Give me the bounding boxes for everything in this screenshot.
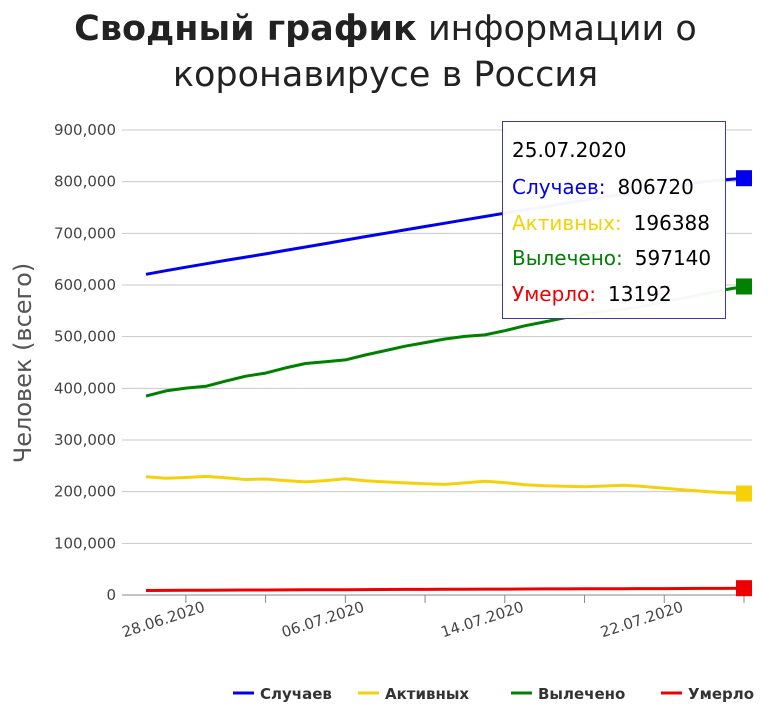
series-marker-1[interactable] xyxy=(736,485,752,502)
tooltip-label-recovered: Вылечено: xyxy=(512,246,623,270)
y-axis-ticks: 0 100,000 200,000 300,000 400,000 500,000 600,… xyxy=(54,121,116,604)
legend-item-1[interactable]: Активных xyxy=(358,685,469,703)
legend-item-2[interactable]: Вылечено xyxy=(511,685,625,703)
x-axis: 28.06.2020 06.07.2020 14.07.2020 22.07.2020 xyxy=(120,595,745,642)
y-tick-label: 500,000 xyxy=(54,328,116,346)
tooltip-date: 25.07.2020 xyxy=(512,138,627,162)
x-tick-label: 28.06.2020 xyxy=(120,598,207,642)
tooltip-value-recovered: 597140 xyxy=(634,246,712,270)
y-axis-label: Человек (всего) xyxy=(9,263,37,463)
tooltip-row-recovered: Вылечено: 597140 xyxy=(512,246,711,270)
chart-title-bold: Сводный график xyxy=(74,9,417,49)
series-marker-3[interactable] xyxy=(736,580,752,597)
legend-item-3[interactable]: Умерло xyxy=(661,685,754,703)
tooltip-value-cases: 806720 xyxy=(617,175,694,199)
y-tick-label: 200,000 xyxy=(54,483,116,501)
y-tick-label: 300,000 xyxy=(54,431,116,449)
legend[interactable]: Случаев Активных Вылечено Умерло xyxy=(233,685,754,703)
y-tick-label: 900,000 xyxy=(54,121,116,139)
tooltip-label-active: Активных: xyxy=(512,211,622,235)
legend-label: Вылечено xyxy=(538,685,625,703)
tooltip-value-deaths: 13192 xyxy=(608,282,672,306)
tooltip-label-deaths: Умерло: xyxy=(512,282,597,306)
x-tick-label: 06.07.2020 xyxy=(279,598,366,642)
grid-lines xyxy=(122,129,752,596)
x-tick-label: 14.07.2020 xyxy=(439,598,526,642)
y-tick-label: 100,000 xyxy=(54,534,116,552)
y-tick-label: 400,000 xyxy=(54,379,116,397)
series-line-1 xyxy=(145,474,745,495)
x-tick-label: 22.07.2020 xyxy=(598,598,685,642)
legend-label: Активных xyxy=(385,685,469,703)
tooltip-label-cases: Случаев: xyxy=(512,175,606,199)
y-tick-label: 800,000 xyxy=(54,173,116,191)
series-line-3 xyxy=(145,586,745,592)
y-tick-label: 0 xyxy=(106,586,116,604)
tooltip-value-active: 196388 xyxy=(633,211,710,235)
y-tick-label: 600,000 xyxy=(54,276,116,294)
legend-label: Случаев xyxy=(260,685,332,703)
chart-title: Сводный график информации о коронавирусе… xyxy=(0,6,771,98)
tooltip-row-cases: Случаев: 806720 xyxy=(512,175,694,199)
series-marker-0[interactable] xyxy=(736,170,752,187)
tooltip-row-active: Активных: 196388 xyxy=(512,211,710,235)
hover-tooltip: 25.07.2020 Случаев: 806720 Активных: 19638… xyxy=(502,121,726,319)
chart-title-rest: информации о коронавирусе в Россия xyxy=(172,9,697,95)
y-tick-label: 700,000 xyxy=(54,224,116,242)
tooltip-row-deaths: Умерло: 13192 xyxy=(512,282,672,306)
legend-label: Умерло xyxy=(688,685,754,703)
series-marker-2[interactable] xyxy=(736,278,752,295)
legend-item-0[interactable]: Случаев xyxy=(233,685,332,703)
